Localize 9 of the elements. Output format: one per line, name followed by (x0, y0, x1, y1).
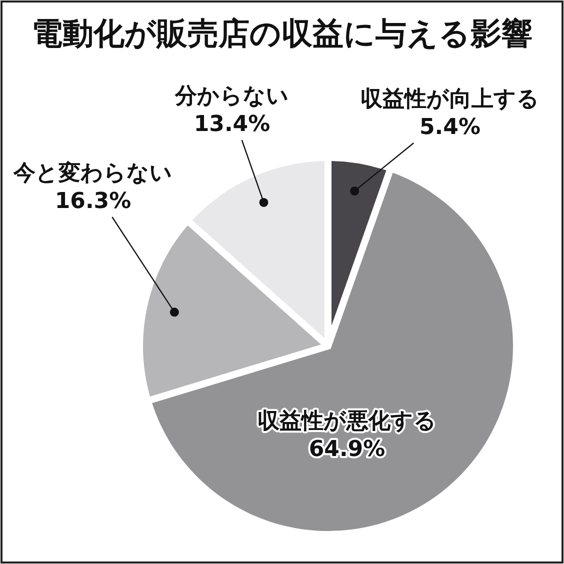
slice-label: 今と変わらない (12, 160, 172, 186)
data-label: 5.4% (419, 115, 481, 140)
data-label: 13.4% (194, 112, 270, 137)
data-label: 64.9% (308, 437, 386, 462)
slice-label: 収益性が悪化する (258, 409, 436, 434)
slice-label: 分からない (174, 84, 289, 109)
chart-title: 電動化が販売店の収益に与える影響 (32, 16, 532, 52)
data-label: 16.3% (54, 189, 132, 214)
slice-label: 収益性が向上する (360, 87, 540, 112)
